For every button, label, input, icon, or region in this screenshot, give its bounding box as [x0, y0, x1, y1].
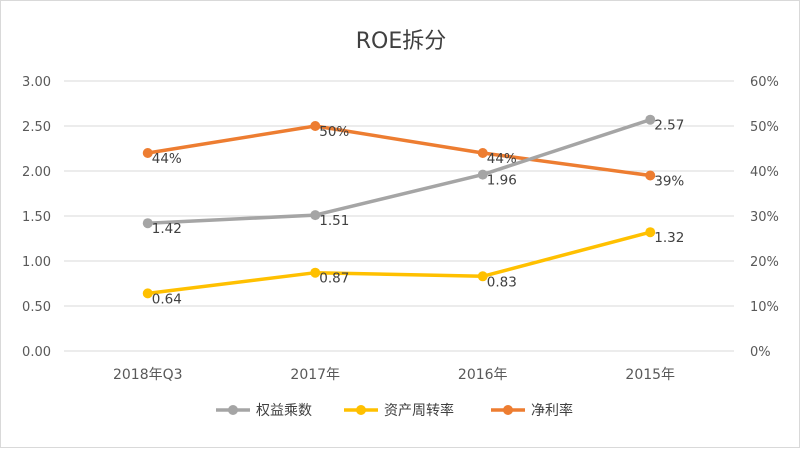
left-tick-label: 3.00 — [22, 75, 51, 90]
data-label: 1.32 — [654, 230, 684, 246]
data-point — [142, 218, 153, 229]
data-point — [477, 169, 488, 180]
data-point — [310, 210, 321, 221]
legend-item: 净利率 — [491, 402, 573, 419]
data-point — [645, 227, 656, 238]
series-净利率: 44% 50% 44% 39% — [142, 121, 684, 190]
data-point — [310, 121, 321, 131]
data-point — [477, 148, 488, 158]
legend-item: 资产周转率 — [344, 402, 454, 419]
legend: 权益乘数 资产周转率 净利率 — [216, 402, 573, 419]
data-point — [142, 288, 153, 299]
right-tick-label: 40% — [750, 165, 779, 180]
x-tick-label: 2015年 — [625, 367, 675, 383]
x-tick-label: 2016年 — [458, 367, 508, 383]
legend-label: 资产周转率 — [384, 402, 454, 419]
legend-swatch-marker — [228, 405, 238, 415]
left-tick-label: 0.50 — [22, 300, 51, 315]
legend-swatch-marker — [503, 405, 513, 415]
series-资产周转率: 0.64 0.87 0.83 1.32 — [142, 227, 684, 307]
data-point — [310, 267, 321, 278]
data-point — [477, 271, 488, 282]
legend-label: 权益乘数 — [256, 403, 312, 419]
data-label: 39% — [654, 174, 684, 190]
data-label: 0.64 — [152, 291, 182, 307]
data-point — [142, 148, 153, 158]
series-layer: 44% 50% 44% 39% 1.42 1.51 1.96 2.57 0.64 0.87 0.83… — [142, 114, 684, 307]
right-tick-label: 10% — [750, 300, 779, 315]
chart-title: ROE拆分 — [356, 29, 447, 54]
data-label: 0.87 — [319, 271, 349, 287]
data-label: 1.96 — [487, 173, 517, 189]
data-label: 2.57 — [654, 118, 684, 134]
series-line — [146, 124, 652, 178]
left-tick-label: 1.00 — [22, 255, 51, 270]
right-tick-label: 30% — [750, 210, 779, 225]
left-tick-label: 2.50 — [22, 120, 51, 135]
series-line — [146, 117, 652, 225]
right-tick-label: 0% — [750, 345, 771, 360]
left-tick-label: 2.00 — [22, 165, 51, 180]
x-tick-label: 2018年Q3 — [113, 367, 183, 383]
left-tick-label: 0.00 — [22, 345, 51, 360]
data-label: 50% — [319, 124, 349, 140]
data-point — [645, 170, 656, 181]
data-point — [645, 114, 656, 125]
legend-item: 权益乘数 — [216, 403, 312, 419]
data-label: 44% — [152, 151, 182, 167]
left-y-axis: 0.00 0.50 1.00 1.50 2.00 2.50 3.00 — [22, 75, 51, 360]
right-tick-label: 20% — [750, 255, 779, 270]
x-axis: 2018年Q3 2017年 2016年 2015年 — [113, 367, 675, 383]
data-label: 1.51 — [319, 213, 349, 229]
legend-swatch-marker — [356, 405, 366, 415]
left-tick-label: 1.50 — [22, 210, 51, 225]
data-label: 44% — [487, 151, 517, 167]
series-line — [146, 230, 652, 296]
gridlines — [64, 80, 734, 352]
x-tick-label: 2017年 — [290, 367, 340, 383]
right-tick-label: 60% — [750, 75, 779, 90]
right-tick-label: 50% — [750, 120, 779, 135]
series-权益乘数: 1.42 1.51 1.96 2.57 — [142, 114, 684, 237]
data-label: 0.83 — [487, 274, 517, 290]
right-y-axis: 0% 10% 20% 30% 40% 50% 60% — [750, 75, 779, 360]
data-label: 1.42 — [152, 221, 182, 237]
legend-label: 净利率 — [531, 402, 573, 419]
